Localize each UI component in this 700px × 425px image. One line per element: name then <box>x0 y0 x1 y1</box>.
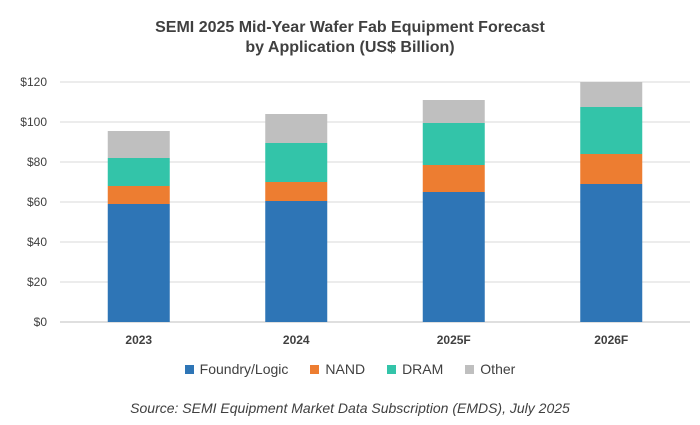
bar-segment <box>422 192 485 322</box>
legend-label-foundry-logic: Foundry/Logic <box>199 361 289 377</box>
bar-segment <box>422 165 485 192</box>
bar-segment <box>107 158 170 186</box>
bar-segment <box>580 107 643 154</box>
legend-item-other: Other <box>465 361 515 377</box>
x-tick-label: 2025F <box>437 333 471 347</box>
x-tick-label: 2024 <box>283 333 310 347</box>
legend-swatch-nand <box>310 364 320 374</box>
y-tick-label: $120 <box>20 75 47 89</box>
chart-title-line-2: by Application (US$ Billion) <box>245 39 455 56</box>
bar-segment <box>265 114 328 143</box>
legend-label-dram: DRAM <box>402 361 444 377</box>
legend-item-dram: DRAM <box>387 361 443 377</box>
x-tick-label: 2023 <box>125 333 152 347</box>
y-tick-label: $60 <box>27 195 47 209</box>
bar-segment <box>580 184 643 322</box>
legend-item-nand: NAND <box>310 361 365 377</box>
legend-swatch-dram <box>387 364 397 374</box>
chart-title-line-1: SEMI 2025 Mid-Year Wafer Fab Equipment F… <box>155 19 545 36</box>
y-tick-label: $20 <box>27 275 47 289</box>
bar-segment <box>580 154 643 184</box>
x-tick-label: 2026F <box>594 333 628 347</box>
legend-swatch-foundry-logic <box>184 364 194 374</box>
bar-segment <box>107 186 170 204</box>
chart-source-note: Source: SEMI Equipment Market Data Subsc… <box>130 400 570 416</box>
legend-item-foundry-logic: Foundry/Logic <box>184 361 289 377</box>
bar-segment <box>422 100 485 123</box>
y-tick-label: $0 <box>34 315 48 329</box>
bar-segment <box>580 82 643 107</box>
bar-segment <box>422 123 485 165</box>
y-tick-label: $100 <box>20 115 47 129</box>
legend-label-nand: NAND <box>325 361 366 377</box>
bar-segment <box>107 131 170 158</box>
y-tick-label: $80 <box>27 155 47 169</box>
bar-segment <box>107 204 170 322</box>
legend-swatch-other <box>465 364 475 374</box>
bar-segment <box>265 201 328 322</box>
legend-label-other: Other <box>480 361 516 377</box>
bar-segment <box>265 143 328 182</box>
y-tick-label: $40 <box>27 235 47 249</box>
chart-legend: Foundry/Logic NAND DRAM Other <box>0 361 700 377</box>
bar-segment <box>265 182 328 201</box>
